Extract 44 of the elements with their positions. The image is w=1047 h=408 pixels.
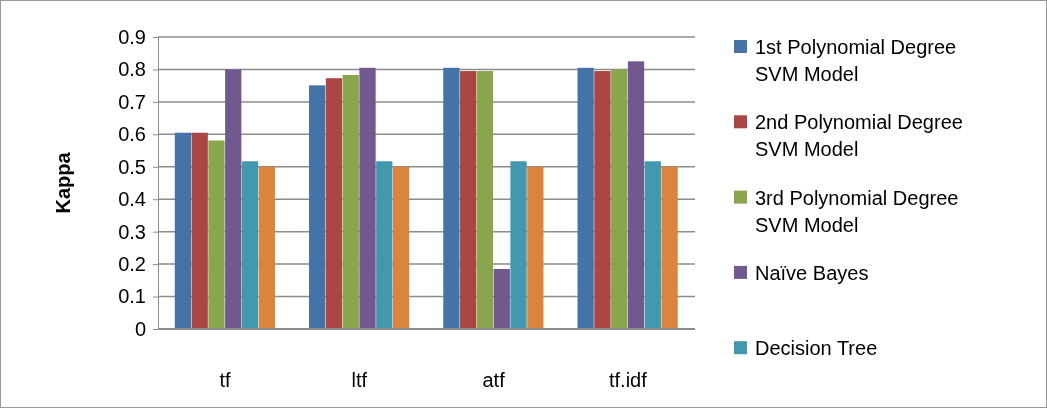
y-tick-label: 0.3 — [118, 220, 146, 243]
y-tick-label: 0.8 — [118, 58, 146, 81]
y-tick-label: 0.5 — [118, 155, 146, 178]
bar — [174, 132, 192, 329]
bar — [611, 69, 628, 329]
y-tick-label: 0.7 — [118, 90, 146, 113]
x-tick-label: atf — [482, 369, 506, 391]
y-tick-label: 0.4 — [118, 188, 146, 211]
y-tick-label: 0.6 — [118, 123, 146, 146]
bar — [594, 71, 611, 329]
legend-label: Decision Tree — [755, 337, 878, 360]
bar — [493, 268, 510, 329]
bar — [443, 67, 460, 329]
x-tick-label: tf — [219, 369, 232, 391]
y-tick-label: 0 — [134, 317, 146, 340]
bar — [376, 161, 393, 329]
bar — [476, 71, 494, 329]
bar — [644, 161, 661, 329]
bar — [392, 166, 410, 329]
x-tick-label: ltf — [351, 369, 368, 391]
bar — [208, 140, 225, 329]
y-tick-label: 0.9 — [118, 25, 146, 48]
bar — [258, 166, 275, 329]
legend-label: 1st Polynomial Degree SVM Model — [755, 36, 957, 85]
bar — [460, 71, 477, 329]
bar — [627, 61, 645, 329]
legend-label: 3rd Polynomial Degree SVM Model — [755, 186, 959, 236]
legend-label: Naïve Bayes — [755, 261, 869, 284]
bar — [225, 69, 242, 329]
bar — [661, 166, 678, 329]
bar — [527, 166, 544, 329]
bar — [342, 74, 359, 329]
y-tick-label: 0.1 — [118, 285, 146, 308]
x-tick-label: tf.idf — [608, 369, 648, 391]
bar — [359, 67, 376, 329]
y-tick-label: 0.2 — [118, 253, 146, 276]
bar — [241, 161, 259, 329]
bar — [577, 67, 594, 329]
y-axis-title: Kappa — [52, 151, 74, 214]
bar — [309, 85, 326, 329]
bar — [510, 161, 527, 329]
bar — [325, 78, 343, 329]
legend-label: 2nd Polynomial Degree SVM Model — [755, 111, 963, 161]
bar — [191, 132, 208, 329]
